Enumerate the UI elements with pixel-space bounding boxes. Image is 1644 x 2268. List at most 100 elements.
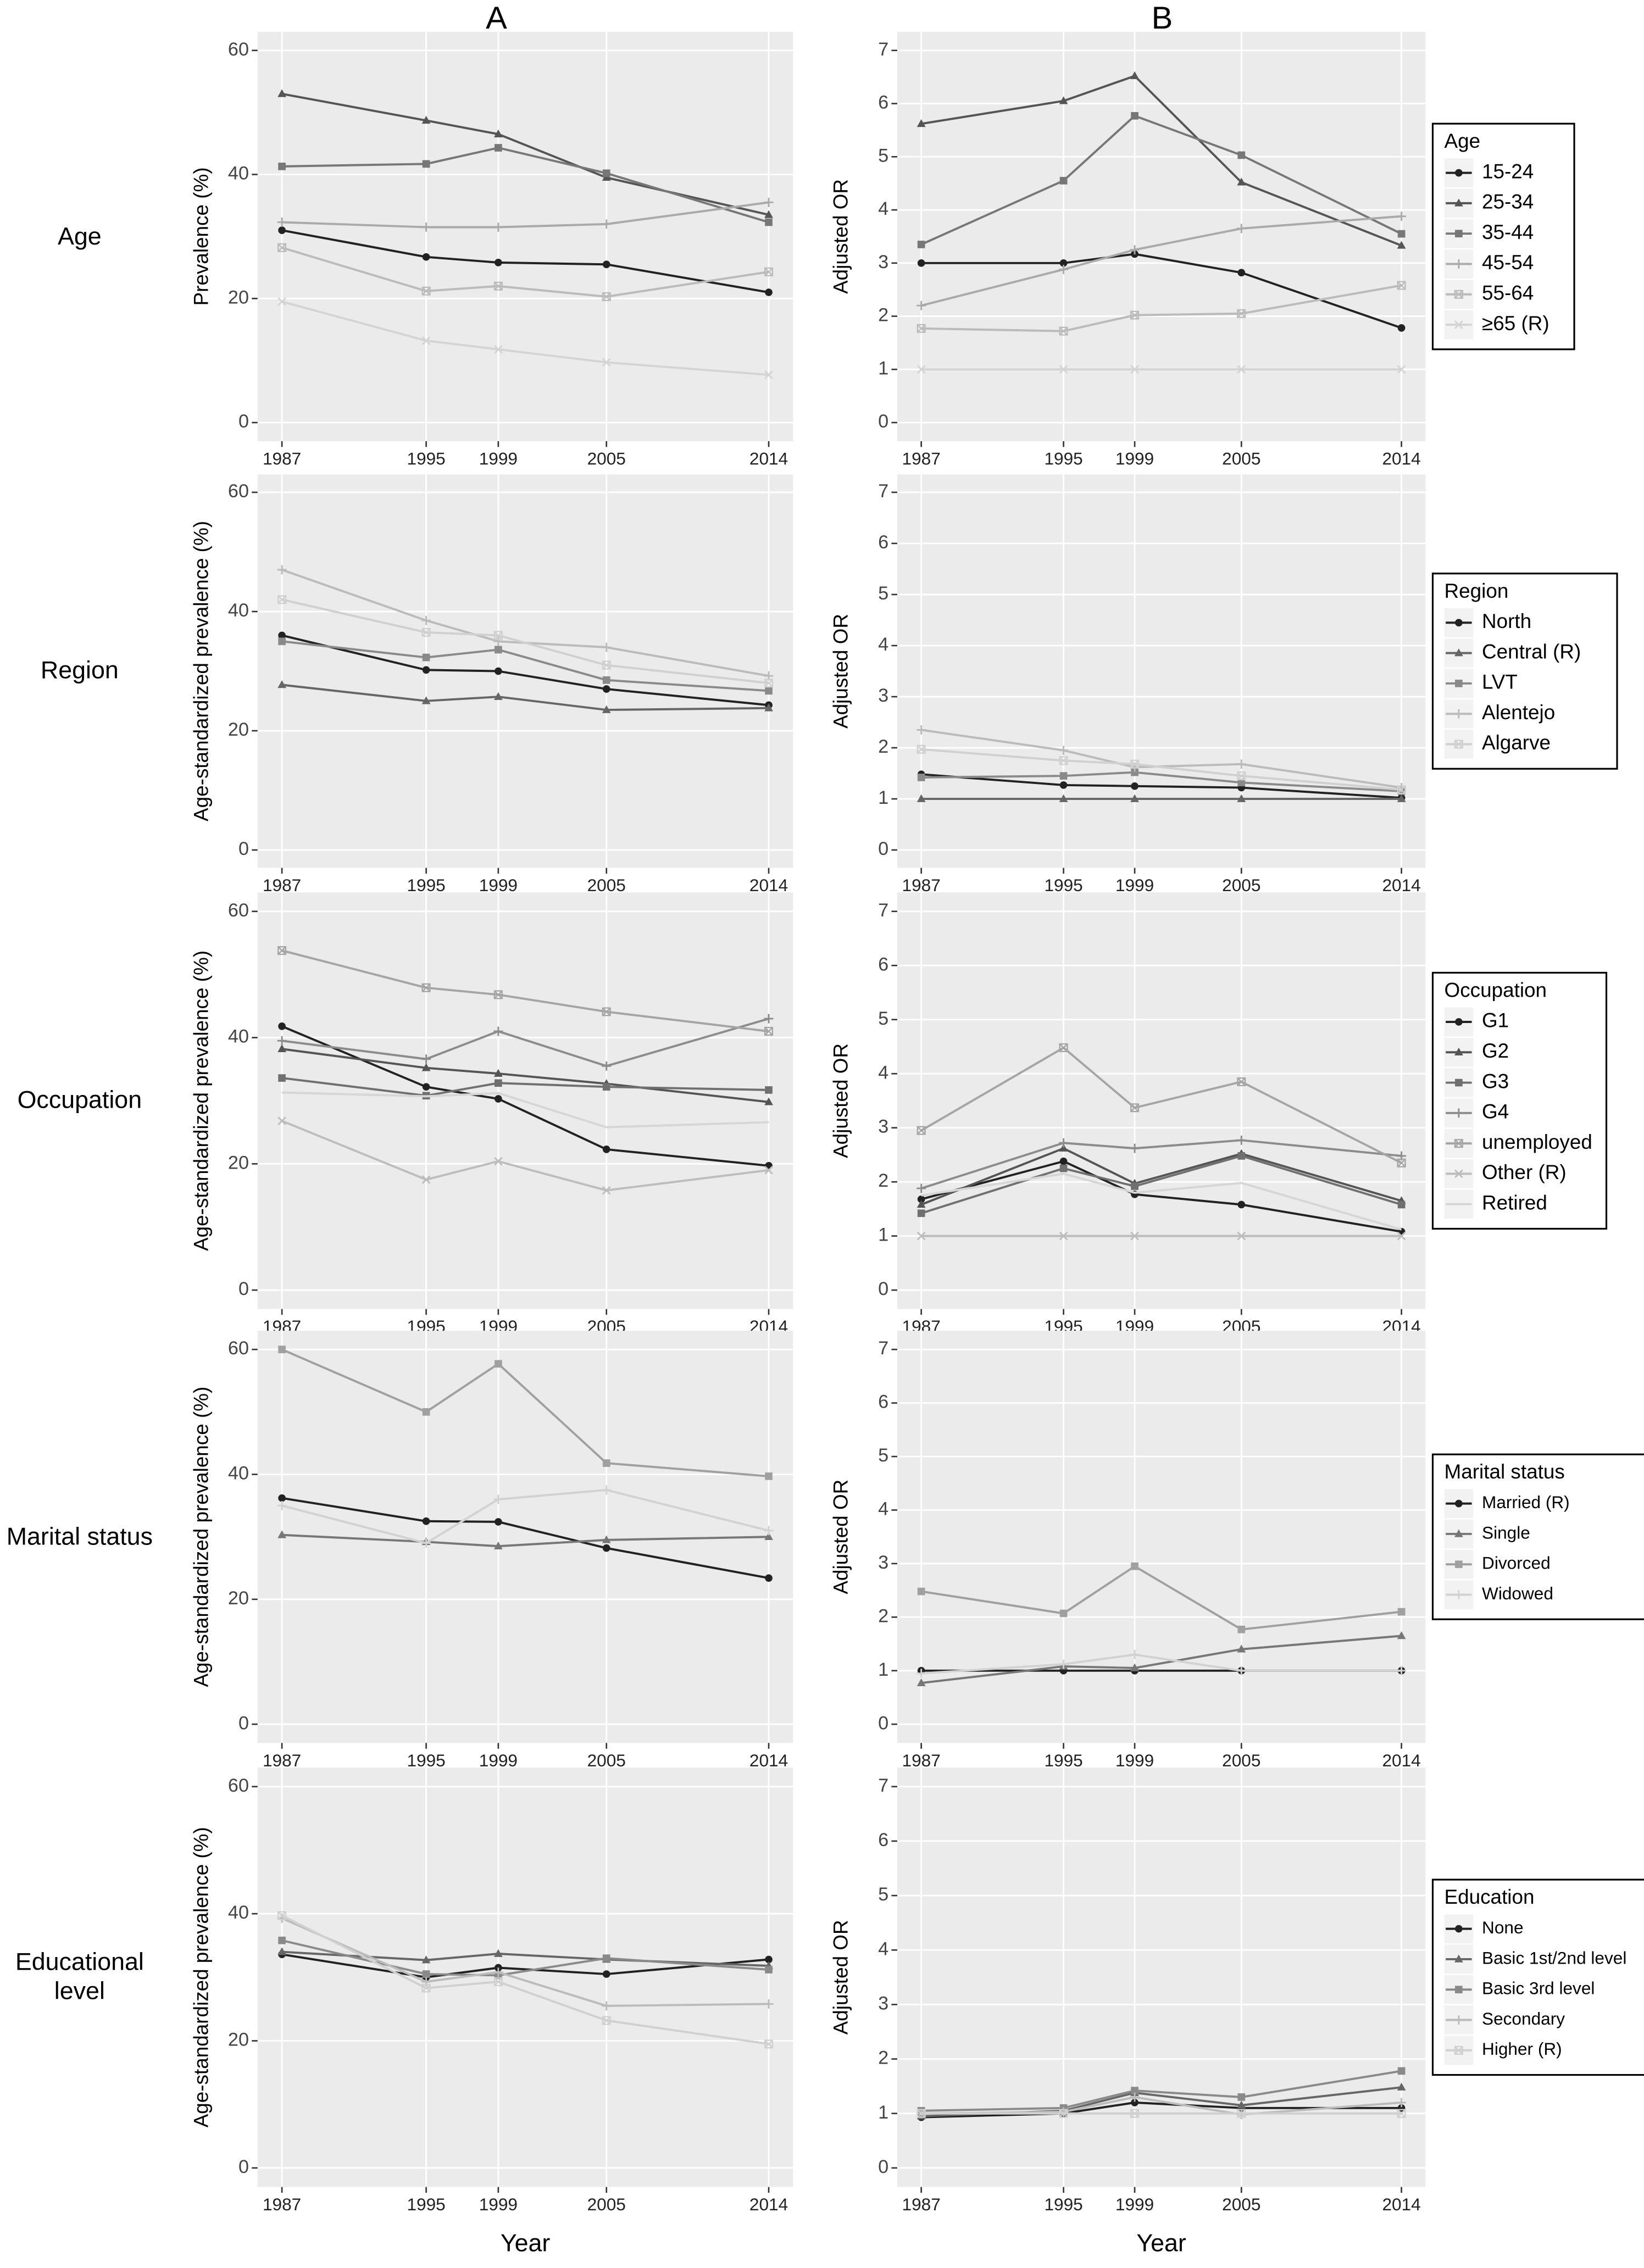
- marker-shape: [917, 1587, 925, 1596]
- legend-label: Married (R): [1482, 1492, 1570, 1512]
- marker: [1455, 1560, 1463, 1569]
- marker-shape: [1454, 1529, 1463, 1537]
- legend-title: Region: [1445, 580, 1509, 602]
- marker: [1455, 680, 1463, 687]
- legend-label: Other (R): [1482, 1161, 1567, 1183]
- marker-shape: [765, 687, 773, 695]
- marker: [277, 243, 287, 252]
- row-label-box: Marital status: [7, 1522, 153, 1550]
- row-label-box: Age: [58, 222, 102, 250]
- marker: [1237, 309, 1246, 318]
- legend-label: Basic 3rd level: [1482, 1978, 1595, 1998]
- marker-shape: [422, 1517, 430, 1525]
- marker-shape: [1059, 1231, 1068, 1241]
- legend-label: Divorced: [1482, 1553, 1551, 1573]
- y-axis-title: Age-standardized prevalence (%): [190, 950, 212, 1251]
- marker: [1397, 2098, 1407, 2108]
- marker-shape: [277, 680, 287, 688]
- marker: [764, 197, 774, 207]
- marker-shape: [764, 679, 774, 688]
- marker-shape: [602, 1083, 610, 1091]
- x-tick-label: 1995: [407, 449, 445, 469]
- marker: [764, 679, 774, 688]
- marker: [495, 144, 502, 152]
- marker-shape: [1059, 794, 1068, 802]
- marker: [1454, 1590, 1464, 1599]
- marker-shape: [277, 1036, 287, 1046]
- marker-shape: [493, 631, 503, 640]
- marker-shape: [1130, 2109, 1140, 2118]
- x-tick-label: 1999: [479, 449, 518, 469]
- marker-shape: [602, 1544, 610, 1552]
- marker-shape: [917, 324, 926, 333]
- marker-shape: [1455, 1925, 1463, 1933]
- marker: [495, 646, 502, 654]
- marker-shape: [1130, 71, 1139, 80]
- y-tick-label: 20: [228, 287, 249, 308]
- marker: [277, 1500, 287, 1510]
- y-tick-label: 5: [878, 1008, 888, 1029]
- marker-shape: [1397, 365, 1406, 374]
- marker: [917, 365, 926, 374]
- legend-label: Central (R): [1482, 640, 1581, 663]
- marker-shape: [421, 1054, 431, 1064]
- marker: [602, 1061, 612, 1071]
- marker: [765, 1955, 773, 1964]
- marker-shape: [1237, 2100, 1246, 2109]
- row-label: Educational level: [15, 1948, 144, 2005]
- x-tick-label: 2005: [1222, 449, 1260, 469]
- marker-shape: [602, 1146, 610, 1153]
- marker-shape: [277, 565, 287, 575]
- marker: [764, 370, 773, 380]
- marker: [1059, 794, 1068, 802]
- marker: [278, 1936, 286, 1944]
- marker: [917, 744, 926, 754]
- marker: [602, 1007, 611, 1016]
- marker-shape: [493, 1494, 503, 1504]
- panel-background: [897, 31, 1426, 441]
- marker: [1454, 2015, 1464, 2025]
- marker: [422, 1970, 430, 1978]
- marker: [602, 705, 611, 713]
- y-axis-title: Adjusted OR: [830, 1043, 852, 1158]
- marker-shape: [764, 1526, 774, 1536]
- marker: [422, 666, 430, 674]
- marker: [764, 1526, 774, 1536]
- marker: [1237, 779, 1246, 787]
- marker: [764, 703, 773, 711]
- row-label-box: Region: [41, 657, 119, 684]
- marker-shape: [764, 267, 774, 276]
- x-tick-label: 1995: [1044, 1750, 1082, 1770]
- legend-label: 55-64: [1482, 281, 1534, 304]
- marker: [1130, 1231, 1139, 1241]
- marker-shape: [1397, 241, 1406, 249]
- marker-shape: [602, 260, 610, 269]
- x-tick-label: 2014: [1382, 449, 1420, 469]
- marker: [493, 1069, 503, 1077]
- marker: [764, 1014, 774, 1024]
- marker: [1059, 1231, 1068, 1241]
- marker-shape: [1455, 619, 1463, 627]
- x-tick-label: 1987: [902, 449, 941, 469]
- marker-shape: [1130, 1663, 1139, 1671]
- marker: [1130, 1650, 1140, 1659]
- x-tick-label: 2005: [587, 875, 626, 895]
- row-label: Age: [58, 222, 102, 250]
- marker-shape: [1059, 259, 1068, 267]
- x-tick-label: 1995: [407, 875, 445, 895]
- marker-shape: [1237, 269, 1246, 277]
- marker: [602, 2016, 611, 2025]
- marker: [1236, 759, 1246, 769]
- marker: [1059, 1138, 1069, 1148]
- marker-shape: [421, 983, 431, 992]
- marker: [1131, 768, 1138, 776]
- marker-shape: [602, 1485, 612, 1495]
- marker-shape: [421, 115, 431, 124]
- marker: [421, 696, 431, 704]
- marker-shape: [278, 1936, 286, 1944]
- y-tick-label: 60: [228, 900, 249, 921]
- y-tick-label: 20: [228, 2030, 249, 2050]
- marker: [1455, 1499, 1463, 1508]
- legend-label: Widowed: [1482, 1583, 1553, 1603]
- marker-shape: [917, 119, 926, 127]
